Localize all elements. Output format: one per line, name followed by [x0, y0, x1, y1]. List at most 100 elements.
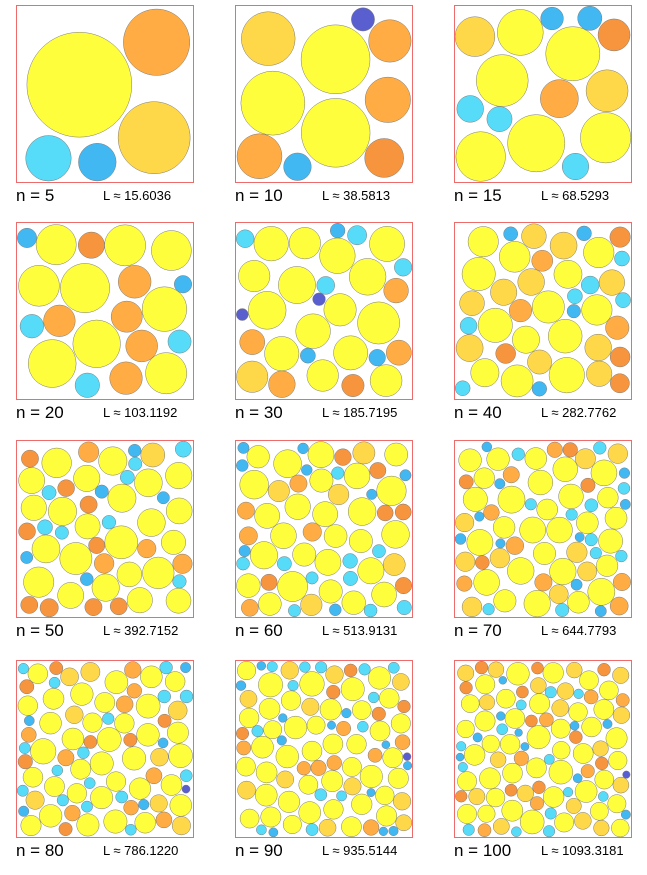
packed-circle [388, 826, 399, 836]
packed-circle [549, 557, 577, 586]
packed-circle [490, 278, 518, 306]
packed-circle [395, 814, 412, 832]
packed-circle [124, 661, 142, 679]
packed-circle [73, 464, 101, 492]
packed-circle [503, 226, 519, 242]
packed-circle [302, 522, 322, 542]
packed-circle [569, 730, 583, 744]
packed-circle [134, 468, 163, 498]
packed-circle [599, 680, 619, 701]
packed-circle [51, 764, 64, 777]
packed-circle [554, 812, 574, 833]
packed-circle [614, 250, 630, 267]
packed-circle [305, 571, 319, 585]
packed-circle [461, 596, 483, 617]
packed-circle [96, 727, 122, 752]
packed-circle [379, 688, 400, 709]
packed-circle [396, 600, 412, 616]
packed-circle [487, 661, 505, 678]
packed-circle [577, 6, 603, 31]
packed-circle [357, 301, 400, 345]
circle-packing [455, 661, 631, 837]
packed-circle [140, 665, 163, 689]
packed-circle [546, 516, 573, 544]
packed-circle [540, 79, 579, 118]
packed-circle [508, 299, 533, 323]
packed-circle [268, 827, 279, 837]
packed-circle [141, 286, 188, 332]
packed-circle [268, 370, 296, 398]
packed-circle [156, 491, 170, 505]
packed-circle [122, 746, 147, 771]
packed-circle [581, 275, 600, 295]
packed-circle [382, 747, 404, 769]
packed-circle [135, 693, 161, 719]
packed-circle [19, 314, 44, 339]
packed-circle [576, 225, 592, 242]
packed-circle [368, 349, 386, 367]
packed-circle [329, 603, 342, 616]
l-label: L ≈ 15.6036 [103, 188, 172, 203]
packing-square [16, 440, 194, 618]
packed-circle [565, 798, 582, 814]
packed-circle [383, 553, 406, 576]
packed-circle [238, 545, 251, 558]
packed-circle [17, 784, 29, 797]
packed-circle [403, 761, 412, 771]
packed-circle [91, 573, 120, 602]
packed-circle [256, 661, 267, 671]
packed-circle [123, 732, 138, 747]
packed-circle [524, 498, 537, 511]
packing-square [454, 440, 632, 618]
packed-circle [525, 714, 538, 728]
packed-circle [381, 740, 391, 749]
packed-circle [118, 265, 152, 299]
packed-circle [456, 95, 484, 123]
packed-circle [364, 76, 411, 123]
packed-circle [239, 690, 258, 708]
packed-circle [457, 804, 477, 824]
packed-circle [597, 18, 631, 52]
packed-circle [607, 794, 627, 814]
packed-circle [459, 681, 473, 695]
packed-circle [498, 676, 508, 685]
packed-circle [88, 537, 106, 554]
packed-circle [593, 699, 615, 720]
packed-circle [544, 686, 557, 699]
packed-circle [72, 319, 121, 368]
n-label: n = 70 [454, 621, 502, 640]
packed-circle [466, 529, 494, 556]
packing-square [235, 5, 413, 183]
packed-circle [236, 308, 249, 321]
packed-circle [516, 685, 529, 699]
packed-circle [60, 667, 79, 687]
packed-circle [343, 777, 362, 796]
packed-circle [297, 442, 309, 455]
packed-circle [70, 758, 91, 780]
packed-circle [236, 680, 247, 691]
n-label: n = 80 [16, 841, 64, 860]
packed-circle [615, 549, 628, 563]
packed-circle [574, 780, 598, 803]
packed-circle [322, 733, 344, 755]
packed-circle [321, 770, 344, 792]
packed-circle [301, 697, 320, 716]
packed-circle [584, 498, 599, 513]
packed-circle [500, 364, 534, 398]
packed-circle [155, 811, 173, 829]
packed-circle [300, 593, 323, 616]
packed-circle [521, 223, 547, 249]
packed-circle [260, 806, 282, 828]
packed-circle [174, 441, 192, 458]
packed-circle [78, 441, 100, 463]
packed-circle [20, 494, 47, 521]
packed-circle [594, 605, 607, 617]
panel-n90: n = 90 L ≈ 935.5144 [235, 660, 435, 875]
packed-circle [489, 751, 507, 768]
packed-circle [263, 720, 283, 740]
packed-circle [174, 275, 192, 294]
packed-circle [142, 556, 175, 589]
packing-square [16, 660, 194, 838]
packed-circle [343, 663, 358, 678]
packed-circle [494, 478, 506, 490]
